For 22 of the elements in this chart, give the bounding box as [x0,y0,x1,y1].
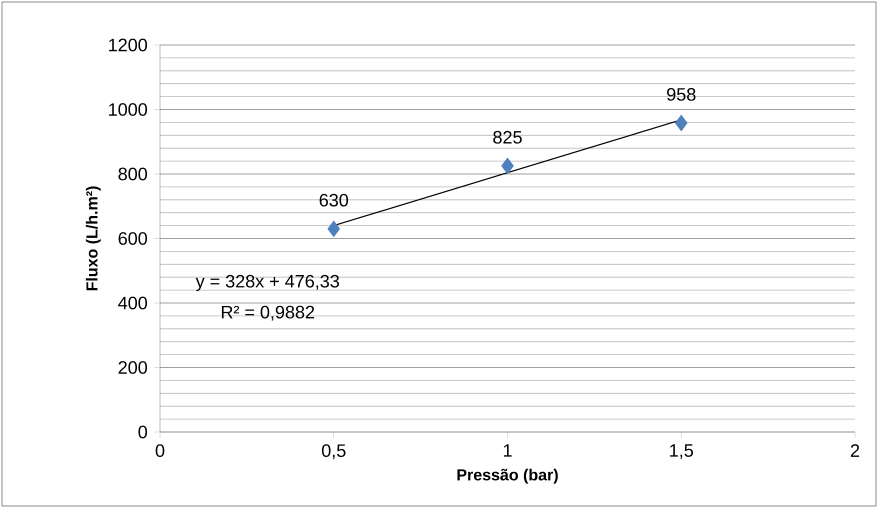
data-label: 958 [667,88,696,101]
annotation: R² = 0,9882 [222,306,314,321]
point [674,114,688,132]
y-tick-label: 1000 [109,103,148,116]
y-axis-title: Fluxo (L/h.m²) [86,186,101,290]
x-tick-label: 1,5 [670,444,694,459]
x-axis-title: Pressão (bar) [457,468,558,484]
point [501,158,514,174]
y-tick-label: 1200 [109,38,148,52]
y-tick-label: 400 [118,296,148,310]
x-tick-label: 0 [156,444,164,457]
y-tick-label: 600 [118,232,148,245]
annotation: y = 328x + 476,33 [196,274,339,292]
y-tick-label: 800 [118,168,148,180]
x-tick-label: 1 [504,444,512,457]
y-tick-label: 200 [118,361,148,374]
data-label: 825 [493,130,522,144]
y-tick-label: 0 [138,426,148,438]
x-tick-label: 0,5 [322,444,346,460]
data-label: 630 [320,194,348,207]
point [327,220,340,238]
x-tick-label: 2 [850,444,860,457]
